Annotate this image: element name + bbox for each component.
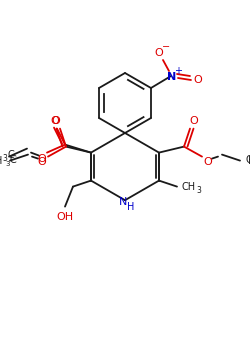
Text: H: H [0, 156, 2, 166]
Text: +: + [174, 66, 182, 76]
Text: −: − [162, 42, 170, 52]
Text: CH: CH [182, 182, 196, 191]
Text: O: O [154, 48, 163, 58]
Text: C: C [246, 155, 250, 164]
Text: O: O [194, 75, 202, 85]
Text: OH: OH [56, 212, 74, 222]
Text: N: N [167, 72, 176, 82]
Text: H: H [248, 156, 250, 166]
Text: C: C [10, 155, 17, 164]
Text: O: O [38, 154, 46, 163]
Text: H: H [127, 202, 135, 212]
Text: 3: 3 [5, 161, 10, 167]
Text: 3: 3 [2, 154, 7, 163]
Text: O: O [50, 116, 59, 126]
Text: 3: 3 [196, 186, 202, 195]
Text: N: N [119, 197, 127, 207]
Text: C: C [7, 149, 14, 160]
Text: O: O [204, 156, 212, 167]
Text: O: O [190, 116, 198, 126]
Text: O: O [38, 156, 46, 167]
Text: O: O [52, 116, 60, 126]
